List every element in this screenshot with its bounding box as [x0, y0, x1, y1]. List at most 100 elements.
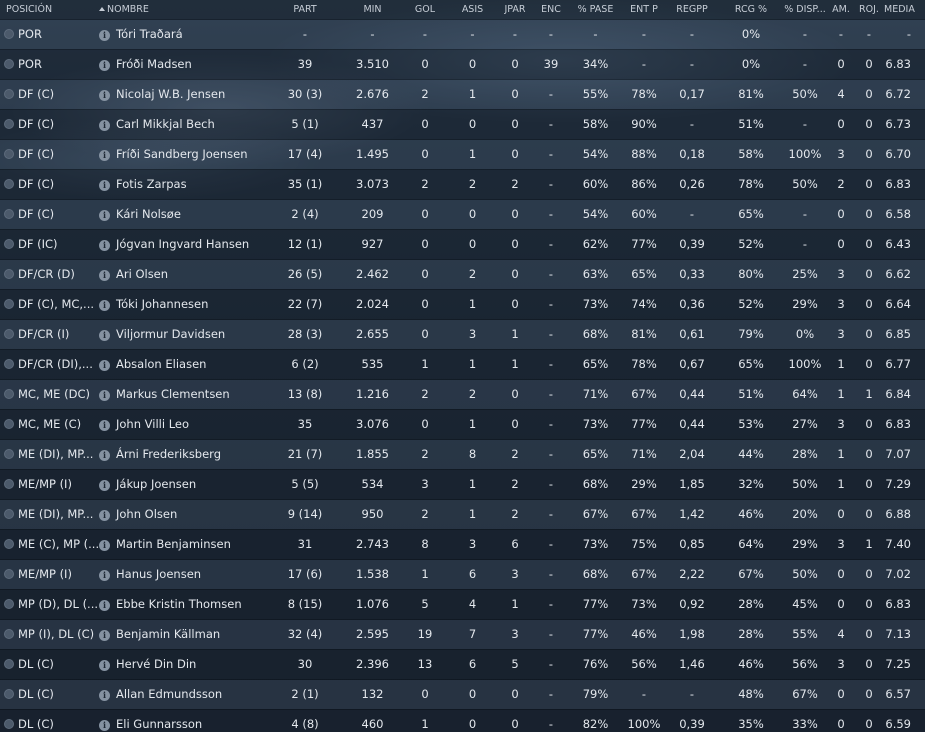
row-select-checkbox-icon[interactable]	[4, 509, 14, 519]
row-select-checkbox-icon[interactable]	[4, 209, 14, 219]
row-select-checkbox-icon[interactable]	[4, 119, 14, 129]
column-header-regpp[interactable]: REGPP	[664, 0, 720, 19]
table-row[interactable]: DF (C), MC,... i Tóki Johannesen 22 (7) 2.02…	[0, 288, 925, 319]
player-info-icon[interactable]: i	[99, 720, 110, 732]
column-header-min[interactable]: MIN	[345, 0, 400, 19]
table-row[interactable]: DF (C) i Nicolaj W.B. Jensen 30 (3) 2.676 2 1 0…	[0, 78, 925, 109]
player-info-icon[interactable]: i	[99, 90, 110, 101]
player-name-link[interactable]: Allan Edmundsson	[116, 687, 223, 701]
column-header-asis[interactable]: ASIS	[450, 0, 495, 19]
player-info-icon[interactable]: i	[99, 60, 110, 71]
player-info-icon[interactable]: i	[99, 30, 110, 41]
column-header-enc[interactable]: ENC	[535, 0, 567, 19]
player-info-icon[interactable]: i	[99, 480, 110, 491]
table-row[interactable]: DF (C) i Carl Mikkjal Bech 5 (1) 437 0 0 0-58% 9…	[0, 108, 925, 139]
column-header-nombre[interactable]: NOMBRE	[99, 0, 265, 19]
player-name-link[interactable]: Kári Nolsøe	[116, 207, 181, 221]
table-row[interactable]: MP (D), DL (... i Ebbe Kristin Thomsen 8 (1…	[0, 588, 925, 619]
player-name-link[interactable]: Martin Benjaminsen	[116, 537, 231, 551]
player-info-icon[interactable]: i	[99, 510, 110, 521]
row-select-checkbox-icon[interactable]	[4, 539, 14, 549]
row-select-checkbox-icon[interactable]	[4, 149, 14, 159]
player-info-icon[interactable]: i	[99, 600, 110, 611]
player-name-link[interactable]: Markus Clementsen	[116, 387, 230, 401]
player-name-link[interactable]: Jógvan Ingvard Hansen	[116, 237, 250, 251]
player-name-link[interactable]: Fríði Sandberg Joensen	[116, 147, 248, 161]
player-name-link[interactable]: Árni Frederiksberg	[116, 447, 222, 461]
table-row[interactable]: ME/MP (I) i Hanus Joensen 17 (6) 1.538 1 6 3-68…	[0, 558, 925, 589]
player-info-icon[interactable]: i	[99, 150, 110, 161]
table-row[interactable]: MP (I), DL (C) i Benjamin Källman 32 (4) 2.5…	[0, 618, 925, 649]
row-select-checkbox-icon[interactable]	[4, 449, 14, 459]
player-name-link[interactable]: John Olsen	[116, 507, 178, 521]
column-header-posicion[interactable]: POSICIÓN	[0, 0, 99, 19]
row-select-checkbox-icon[interactable]	[4, 659, 14, 669]
player-info-icon[interactable]: i	[99, 660, 110, 671]
player-name-link[interactable]: Ebbe Kristin Thomsen	[116, 597, 242, 611]
player-name-link[interactable]: Fotis Zarpas	[116, 177, 187, 191]
player-info-icon[interactable]: i	[99, 390, 110, 401]
player-info-icon[interactable]: i	[99, 270, 110, 281]
row-select-checkbox-icon[interactable]	[4, 359, 14, 369]
row-select-checkbox-icon[interactable]	[4, 569, 14, 579]
player-info-icon[interactable]: i	[99, 300, 110, 311]
row-select-checkbox-icon[interactable]	[4, 389, 14, 399]
row-select-checkbox-icon[interactable]	[4, 329, 14, 339]
player-name-link[interactable]: Viljormur Davidsen	[116, 327, 226, 341]
player-name-link[interactable]: Hanus Joensen	[116, 567, 202, 581]
row-select-checkbox-icon[interactable]	[4, 89, 14, 99]
table-row[interactable]: DF/CR (I) i Viljormur Davidsen 28 (3) 2.655 0…	[0, 318, 925, 349]
column-header-pase[interactable]: % PASE	[567, 0, 624, 19]
player-info-icon[interactable]: i	[99, 210, 110, 221]
row-select-checkbox-icon[interactable]	[4, 719, 14, 730]
player-info-icon[interactable]: i	[99, 360, 110, 371]
column-header-disp[interactable]: % DISP...	[782, 0, 828, 19]
table-row[interactable]: ME/MP (I) i Jákup Joensen 5 (5) 534 3 1 2-68% 29…	[0, 468, 925, 499]
player-name-link[interactable]: Nicolaj W.B. Jensen	[116, 87, 226, 101]
row-select-checkbox-icon[interactable]	[4, 59, 14, 69]
row-select-checkbox-icon[interactable]	[4, 599, 14, 609]
player-name-link[interactable]: Tóri Traðará	[116, 27, 183, 41]
table-row[interactable]: ME (DI), MP... i John Olsen 9 (14) 950 2 1 2-67…	[0, 498, 925, 529]
row-select-checkbox-icon[interactable]	[4, 479, 14, 489]
player-name-link[interactable]: Carl Mikkjal Bech	[116, 117, 215, 131]
column-header-jpar[interactable]: JPAR	[495, 0, 535, 19]
table-row[interactable]: DF/CR (DI),... i Absalon Eliasen 6 (2) 535 1 1…	[0, 348, 925, 379]
column-header-entp[interactable]: ENT P	[624, 0, 664, 19]
column-header-rcg[interactable]: RCG %	[720, 0, 782, 19]
player-info-icon[interactable]: i	[99, 420, 110, 431]
player-info-icon[interactable]: i	[99, 330, 110, 341]
player-name-link[interactable]: Benjamin Källman	[116, 627, 221, 641]
table-row[interactable]: DL (C) i Hervé Din Din 30 2.396 13 6 5-76% 56% 1,…	[0, 648, 925, 679]
player-info-icon[interactable]: i	[99, 570, 110, 581]
table-row[interactable]: DF (C) i Fríði Sandberg Joensen 17 (4) 1.495…	[0, 138, 925, 169]
table-row[interactable]: DF/CR (D) i Ari Olsen 26 (5) 2.462 0 2 0-63% 65%…	[0, 258, 925, 289]
player-info-icon[interactable]: i	[99, 630, 110, 641]
player-name-link[interactable]: Absalon Eliasen	[116, 357, 207, 371]
table-row[interactable]: ME (C), MP (... i Martin Benjaminsen 31 2.74…	[0, 528, 925, 559]
table-row[interactable]: ME (DI), MP... i Árni Frederiksberg 21 (7) 1…	[0, 438, 925, 469]
player-info-icon[interactable]: i	[99, 180, 110, 191]
table-row[interactable]: DL (C) i Eli Gunnarsson 4 (8) 460 1 0 0-82% 100%…	[0, 708, 925, 732]
table-row[interactable]: DF (IC) i Jógvan Ingvard Hansen 12 (1) 927 0 0…	[0, 228, 925, 259]
row-select-checkbox-icon[interactable]	[4, 179, 14, 189]
column-header-media[interactable]: MEDIA	[884, 0, 925, 19]
player-name-link[interactable]: Jákup Joensen	[116, 477, 197, 491]
player-name-link[interactable]: Ari Olsen	[116, 267, 169, 281]
table-row[interactable]: POR i Fróði Madsen 39 3.510 0 0 0 39 34% - -0% -0 0 6.…	[0, 48, 925, 79]
row-select-checkbox-icon[interactable]	[4, 629, 14, 639]
row-select-checkbox-icon[interactable]	[4, 269, 14, 279]
row-select-checkbox-icon[interactable]	[4, 419, 14, 429]
column-header-roj[interactable]: ROJ.	[854, 0, 884, 19]
row-select-checkbox-icon[interactable]	[4, 299, 14, 309]
player-name-link[interactable]: Hervé Din Din	[116, 657, 197, 671]
column-header-gol[interactable]: GOL	[400, 0, 450, 19]
table-row[interactable]: MC, ME (DC) i Markus Clementsen 13 (8) 1.216…	[0, 378, 925, 409]
player-name-link[interactable]: John Villi Leo	[116, 417, 190, 431]
row-select-checkbox-icon[interactable]	[4, 689, 14, 699]
table-row[interactable]: MC, ME (C) i John Villi Leo 35 3.076 0 1 0-73% 7…	[0, 408, 925, 439]
column-header-part[interactable]: PART	[265, 0, 345, 19]
row-select-checkbox-icon[interactable]	[4, 29, 14, 39]
player-info-icon[interactable]: i	[99, 540, 110, 551]
table-row[interactable]: DF (C) i Fotis Zarpas 35 (1) 3.073 2 2 2-60% 86%…	[0, 168, 925, 199]
